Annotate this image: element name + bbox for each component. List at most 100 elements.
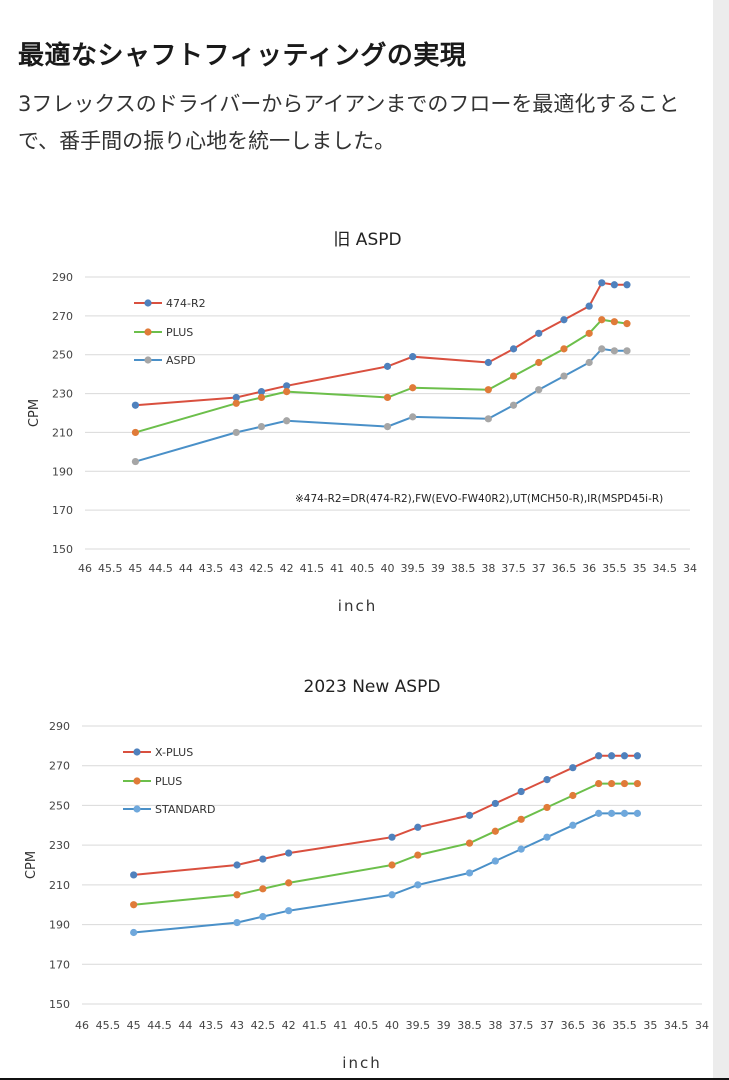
chart2-x-tick-label: 43 — [230, 1019, 244, 1032]
chart1-y-tick-label: 170 — [52, 504, 73, 517]
chart2-y-tick-label: 190 — [49, 919, 70, 932]
chart2-x-tick-label: 44 — [178, 1019, 192, 1032]
chart2-series-line-standard — [133, 812, 638, 934]
chart1-x-tick-label: 37 — [532, 562, 546, 575]
chart2-data-point — [259, 885, 267, 893]
chart1-data-point — [585, 329, 593, 337]
chart1-data-point — [535, 386, 543, 394]
chart1-x-tick-label: 46 — [78, 562, 92, 575]
chart2-data-point — [569, 764, 577, 772]
chart1-data-point — [409, 353, 417, 361]
chart1-x-tick-label: 40.5 — [350, 562, 375, 575]
chart1-legend-marker — [144, 328, 152, 336]
chart2-data-point — [388, 861, 396, 869]
chart2-data-point — [491, 857, 499, 865]
chart2-data-point — [517, 815, 525, 823]
chart2-data-point — [543, 776, 551, 784]
chart-old-aspd: 旧 ASPD 150 170 190 210 230 250 270 290 46 45.5 45 44… — [0, 215, 713, 625]
chart2-x-tick-label: 37.5 — [509, 1019, 534, 1032]
chart2-data-point — [595, 779, 603, 788]
chart2-x-tick-label: 39 — [437, 1019, 451, 1032]
chart1-x-tick-label: 42.5 — [249, 562, 274, 575]
chart1-x-tick-label: 38.5 — [451, 562, 476, 575]
chart1-x-tick-label: 36.5 — [552, 562, 577, 575]
chart2-data-point — [607, 752, 616, 760]
chart2-y-tick-label: 170 — [49, 958, 70, 971]
chart2-data-point — [491, 799, 499, 808]
chart1-data-point — [598, 279, 606, 287]
chart1-data-point — [257, 393, 266, 402]
chart1-legend-label: 474-R2 — [166, 297, 206, 310]
chart1-data-point — [610, 281, 618, 289]
chart2-title: 2023 New ASPD — [304, 677, 441, 697]
chart1-y-axis-label: CPM — [27, 399, 42, 427]
chart1-y-tick-label: 270 — [52, 310, 73, 323]
chart2-data-point — [517, 787, 525, 796]
chart2-data-point — [620, 779, 629, 788]
chart2-data-point — [595, 809, 603, 817]
chart2-data-point — [414, 881, 422, 889]
chart1-x-tick-label: 35 — [633, 562, 647, 575]
chart1-data-point — [610, 347, 618, 355]
chart2-data-point — [259, 913, 267, 921]
chart2-data-point — [414, 851, 422, 859]
chart2-x-tick-label: 42.5 — [251, 1019, 276, 1032]
chart2-y-tick-label: 210 — [49, 879, 70, 892]
chart2-data-point — [633, 779, 642, 788]
chart1-x-tick-label: 39.5 — [400, 562, 425, 575]
chart-old-aspd-svg: 旧 ASPD 150 170 190 210 230 250 270 290 46 45.5 45 44… — [27, 230, 697, 615]
chart2-y-tick-label: 270 — [49, 760, 70, 773]
chart1-data-point — [383, 423, 392, 431]
chart2-data-point — [233, 918, 241, 927]
chart2-data-point — [465, 869, 474, 877]
chart2-x-tick-label: 42 — [282, 1019, 296, 1032]
chart2-data-point — [414, 823, 422, 831]
chart2-x-tick-label: 39.5 — [406, 1019, 431, 1032]
chart1-data-point — [232, 399, 240, 407]
chart1-x-tick-label: 35.5 — [602, 562, 627, 575]
chart2-x-tick-label: 38.5 — [457, 1019, 482, 1032]
chart1-data-point — [598, 345, 606, 353]
chart1-x-tick-label: 44.5 — [148, 562, 173, 575]
chart2-data-point — [130, 901, 138, 909]
chart2-x-tick-label: 38 — [488, 1019, 502, 1032]
chart2-legend-label: PLUS — [155, 775, 182, 788]
chart1-y-tick-label: 190 — [52, 465, 73, 478]
chart2-y-tick-label: 290 — [49, 720, 70, 733]
chart2-x-tick-label: 44.5 — [147, 1019, 172, 1032]
chart1-legend-label: ASPD — [166, 354, 196, 367]
chart2-data-point — [285, 849, 293, 857]
chart2-data-point — [465, 839, 474, 847]
chart2-x-axis-label: inch — [342, 1054, 381, 1072]
chart1-data-point — [509, 345, 518, 353]
chart1-x-tick-label: 43 — [229, 562, 243, 575]
chart1-data-point — [623, 281, 631, 289]
chart2-data-point — [595, 752, 603, 760]
right-scroll-edge — [713, 0, 729, 1080]
chart2-x-tick-label: 35.5 — [612, 1019, 637, 1032]
chart1-x-tick-label: 43.5 — [199, 562, 224, 575]
chart1-data-point — [484, 415, 492, 423]
chart1-data-point — [598, 316, 606, 324]
chart1-data-point — [535, 329, 543, 337]
chart1-data-point — [623, 347, 631, 355]
chart1-x-axis-label: inch — [338, 597, 377, 615]
chart1-data-point — [484, 358, 492, 367]
chart1-x-tick-label: 38 — [481, 562, 495, 575]
chart1-data-point — [257, 388, 266, 396]
chart1-x-tick-label: 45 — [128, 562, 142, 575]
chart2-data-point — [491, 827, 499, 835]
bottom-divider — [0, 1078, 729, 1080]
chart1-x-tick-label: 34 — [683, 562, 697, 575]
chart2-data-point — [543, 803, 551, 812]
chart2-x-tick-label: 34.5 — [664, 1019, 689, 1032]
chart1-data-point — [409, 384, 417, 392]
chart1-data-point — [131, 401, 140, 409]
chart1-annotation: ※474-R2=DR(474-R2),FW(EVO-FW40R2),UT(MCH… — [295, 493, 663, 505]
chart2-x-tick-label: 41.5 — [302, 1019, 327, 1032]
chart1-data-point — [232, 393, 240, 402]
chart2-data-point — [130, 871, 138, 879]
chart1-legend-marker — [144, 299, 152, 307]
chart2-y-tick-label: 230 — [49, 839, 70, 852]
chart1-data-point — [610, 318, 618, 326]
